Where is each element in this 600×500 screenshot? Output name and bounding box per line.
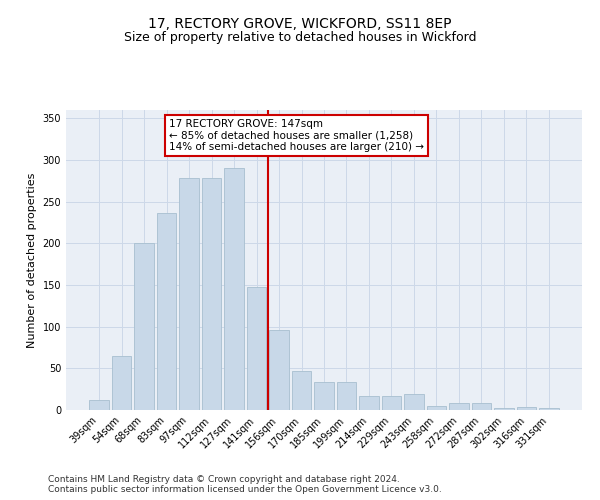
Bar bbox=[157, 212, 176, 410]
Text: 17 RECTORY GROVE: 147sqm
← 85% of detached houses are smaller (1,258)
14% of sem: 17 RECTORY GROVE: 147sqm ← 85% of detach… bbox=[169, 119, 424, 152]
Text: 17, RECTORY GROVE, WICKFORD, SS11 8EP: 17, RECTORY GROVE, WICKFORD, SS11 8EP bbox=[148, 18, 452, 32]
Bar bbox=[494, 408, 514, 410]
Text: Contains HM Land Registry data © Crown copyright and database right 2024.: Contains HM Land Registry data © Crown c… bbox=[48, 475, 400, 484]
Bar bbox=[179, 178, 199, 410]
Bar bbox=[517, 406, 536, 410]
Bar bbox=[202, 178, 221, 410]
Bar bbox=[112, 356, 131, 410]
Bar bbox=[314, 382, 334, 410]
Bar bbox=[269, 330, 289, 410]
Bar bbox=[337, 382, 356, 410]
Bar bbox=[472, 404, 491, 410]
Bar bbox=[539, 408, 559, 410]
Text: Size of property relative to detached houses in Wickford: Size of property relative to detached ho… bbox=[124, 31, 476, 44]
Bar bbox=[247, 286, 266, 410]
Bar bbox=[359, 396, 379, 410]
Bar bbox=[404, 394, 424, 410]
Bar bbox=[224, 168, 244, 410]
Bar bbox=[292, 371, 311, 410]
Bar bbox=[427, 406, 446, 410]
Bar bbox=[134, 244, 154, 410]
Bar bbox=[382, 396, 401, 410]
Bar bbox=[449, 404, 469, 410]
Text: Contains public sector information licensed under the Open Government Licence v3: Contains public sector information licen… bbox=[48, 485, 442, 494]
Y-axis label: Number of detached properties: Number of detached properties bbox=[27, 172, 37, 348]
Bar bbox=[89, 400, 109, 410]
